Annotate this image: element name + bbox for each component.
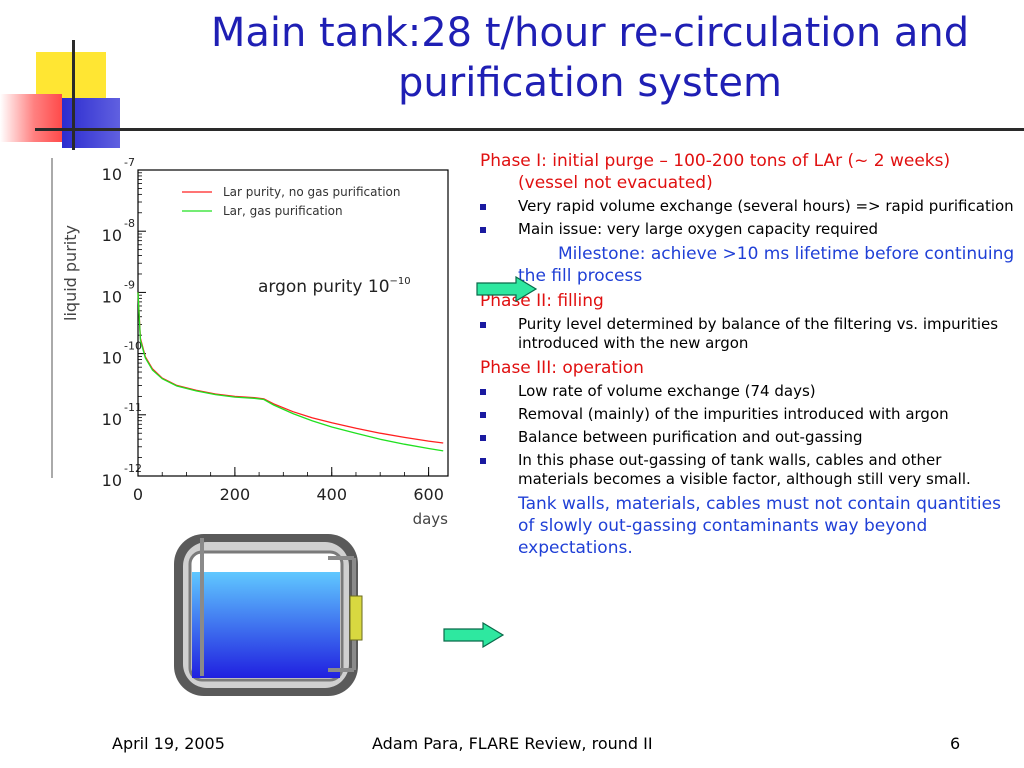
phase3-heading: Phase III: operation bbox=[480, 358, 644, 378]
y-tick-exponent: -8 bbox=[124, 217, 135, 230]
phase1-heading: Phase I: initial purge – 100-200 tons of… bbox=[480, 151, 951, 193]
y-tick-label: 10 bbox=[102, 471, 122, 490]
phase3-item-3: Balance between purification and out-gas… bbox=[480, 428, 1015, 447]
phase3-item-1-text: Low rate of volume exchange (74 days) bbox=[518, 382, 816, 400]
y-tick-exponent: -11 bbox=[124, 401, 142, 414]
bullet-marker bbox=[480, 412, 486, 418]
bullet-marker bbox=[480, 435, 486, 441]
title-divider bbox=[35, 128, 1024, 131]
page-number: 6 bbox=[950, 734, 961, 753]
purity-annotation-base: argon purity 10 bbox=[258, 277, 390, 297]
x-axis-label: days bbox=[413, 510, 449, 528]
phase1-item-2: Main issue: very large oxygen capacity r… bbox=[480, 220, 1015, 239]
conclusion-callout: Tank walls, materials, cables must not c… bbox=[480, 493, 1015, 559]
conclusion-text: Tank walls, materials, cables must not c… bbox=[518, 494, 1001, 558]
y-tick-label: 10 bbox=[102, 349, 122, 368]
y-tick-exponent: -10 bbox=[124, 340, 142, 353]
y-tick-label: 10 bbox=[102, 287, 122, 306]
phase1-item-1-text: Very rapid volume exchange (several hour… bbox=[518, 197, 1014, 215]
legend-label-2: Lar, gas purification bbox=[223, 204, 343, 218]
phase3-item-3-text: Balance between purification and out-gas… bbox=[518, 428, 863, 446]
purity-annotation: argon purity 10−10 bbox=[258, 276, 411, 297]
milestone-callout: Milestone: achieve >10 ms lifetime befor… bbox=[480, 243, 1015, 287]
series-line-1 bbox=[137, 292, 444, 444]
y-tick-label: 10 bbox=[102, 165, 122, 184]
y-tick-label: 10 bbox=[102, 226, 122, 245]
purity-chart: liquid purity 10 -7 10 -8 10 -9 10 -10 10 -11 10 -1… bbox=[40, 148, 460, 533]
decor-vertical-line bbox=[72, 40, 75, 150]
purifier-cartridge bbox=[349, 595, 363, 641]
x-tick-label: 0 bbox=[133, 485, 143, 504]
phase3-item-4-text: In this phase out-gassing of tank walls,… bbox=[518, 451, 971, 488]
decor-red-bar bbox=[0, 94, 62, 142]
bullet-marker bbox=[480, 458, 486, 464]
x-tick-label: 600 bbox=[413, 485, 444, 504]
legend-label-1: Lar purity, no gas purification bbox=[223, 185, 401, 199]
phase3-item-1: Low rate of volume exchange (74 days) bbox=[480, 382, 1015, 401]
bullet-panel: Phase I: initial purge – 100-200 tons of… bbox=[480, 150, 1015, 562]
y-tick-exponent: -7 bbox=[124, 156, 135, 169]
tank-liquid bbox=[192, 572, 340, 678]
milestone-text: Milestone: achieve >10 ms lifetime befor… bbox=[518, 244, 1015, 286]
y-tick-label: 10 bbox=[102, 410, 122, 429]
purity-annotation-exp: −10 bbox=[390, 276, 411, 287]
slide-title-line2: purification system bbox=[398, 60, 782, 106]
phase2-heading: Phase II: filling bbox=[480, 291, 604, 311]
y-tick-exponent: -12 bbox=[124, 462, 142, 475]
bullet-marker bbox=[480, 322, 486, 328]
phase3-item-4: In this phase out-gassing of tank walls,… bbox=[480, 451, 1015, 489]
conclusion-arrow-icon bbox=[443, 622, 505, 648]
milestone-arrow-icon bbox=[476, 276, 538, 302]
x-tick-label: 200 bbox=[220, 485, 251, 504]
bullet-marker bbox=[480, 389, 486, 395]
bullet-marker bbox=[480, 227, 486, 233]
phase1-item-1: Very rapid volume exchange (several hour… bbox=[480, 197, 1015, 216]
plot-frame bbox=[137, 169, 449, 477]
phase3-item-2: Removal (mainly) of the impurities intro… bbox=[480, 405, 1015, 424]
phase2-item-1: Purity level determined by balance of th… bbox=[480, 315, 1015, 353]
phase2-item-1-text: Purity level determined by balance of th… bbox=[518, 315, 999, 352]
slide-title: Main tank:28 t/hour re-circulation and p… bbox=[170, 8, 1010, 108]
series-line-2 bbox=[137, 292, 444, 452]
slide-title-line1: Main tank:28 t/hour re-circulation and bbox=[210, 10, 970, 56]
decor-blue-square bbox=[62, 98, 120, 148]
footer-date: April 19, 2005 bbox=[112, 734, 225, 753]
phase1-item-2-text: Main issue: very large oxygen capacity r… bbox=[518, 220, 879, 238]
tank-illustration bbox=[174, 534, 363, 696]
bullet-marker bbox=[480, 204, 486, 210]
footer-presenter: Adam Para, FLARE Review, round II bbox=[372, 734, 653, 753]
phase3-item-2-text: Removal (mainly) of the impurities intro… bbox=[518, 405, 949, 423]
purity-chart-svg: liquid purity 10-710-810-910-1010-1110-1… bbox=[51, 156, 449, 528]
y-tick-exponent: -9 bbox=[124, 278, 135, 291]
y-axis-label: liquid purity bbox=[61, 225, 80, 321]
x-tick-label: 400 bbox=[316, 485, 347, 504]
